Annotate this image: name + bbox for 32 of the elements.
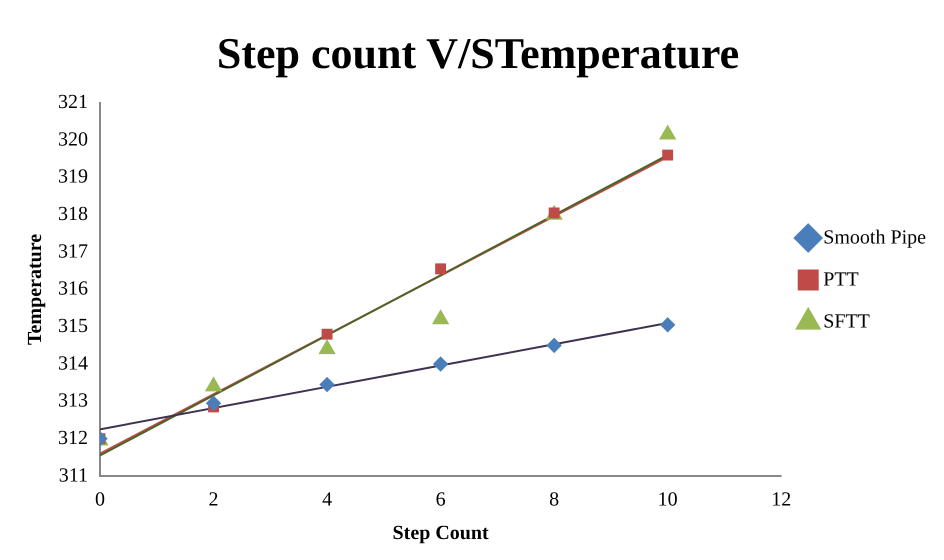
legend-label: Smooth Pipe — [823, 226, 926, 248]
x-tick-label: 6 — [436, 488, 446, 510]
x-tick-label: 2 — [208, 488, 219, 510]
x-axis-title: Step Count — [392, 522, 490, 544]
y-tick-label: 311 — [58, 464, 88, 486]
y-axis-title: Temperature — [24, 234, 46, 345]
chart-title: Step count V/STemperature — [216, 28, 740, 78]
y-tick-label: 319 — [58, 166, 88, 188]
point — [433, 356, 448, 372]
y-tick-label: 314 — [58, 352, 88, 374]
y-tick-label: 321 — [58, 91, 88, 114]
x-tick-label: 0 — [95, 488, 105, 510]
legend-label: PTT — [823, 268, 859, 290]
y-tick-label: 320 — [58, 128, 88, 150]
x-tick-label: 8 — [549, 488, 560, 510]
point — [435, 263, 446, 274]
point — [546, 338, 562, 353]
legend-label: SFTT — [823, 310, 870, 332]
y-tick-label: 318 — [58, 203, 88, 226]
point — [206, 396, 222, 411]
y-tick-label: 313 — [58, 390, 88, 412]
y-tick-label: 317 — [58, 240, 88, 262]
point — [322, 328, 333, 340]
point — [320, 377, 335, 392]
point — [660, 317, 676, 332]
y-tick-label: 316 — [58, 278, 88, 300]
y-tick-label: 315 — [58, 314, 88, 337]
x-tick-label: 4 — [322, 488, 332, 510]
x-tick-label: 10 — [658, 488, 678, 510]
point — [662, 150, 674, 160]
x-tick-label: 12 — [771, 488, 792, 510]
y-tick-label: 312 — [58, 426, 88, 449]
